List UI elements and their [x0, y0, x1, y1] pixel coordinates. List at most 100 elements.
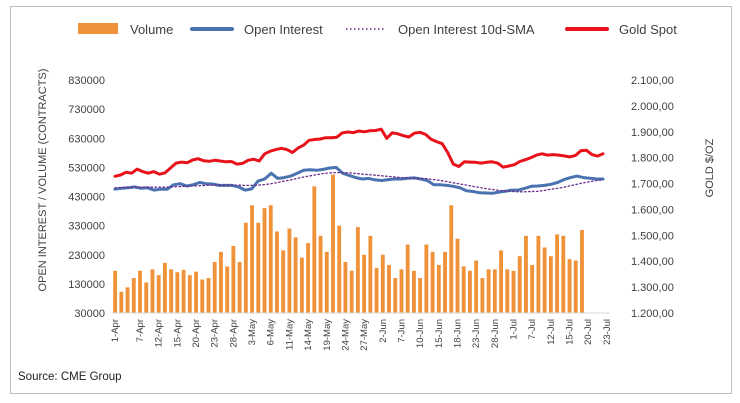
right-axis-title: GOLD $/OZ: [704, 138, 716, 197]
x-tick-label: 24-May: [340, 319, 351, 351]
volume-bar: [374, 267, 379, 313]
right-tick-label: 1.700,00: [631, 179, 674, 191]
volume-bar: [194, 271, 198, 313]
volume-bar: [492, 269, 497, 313]
right-tick-label: 1.200,00: [631, 308, 674, 320]
volume-bars: [113, 174, 584, 313]
x-tick-label: 15-Jul: [565, 319, 576, 345]
volume-bar: [380, 254, 385, 313]
left-tick-label: 630000: [68, 133, 105, 145]
volume-bar: [430, 251, 435, 313]
left-tick-label: 830000: [68, 75, 105, 87]
volume-bar: [175, 272, 180, 313]
volume-bar: [449, 205, 454, 313]
x-axis-ticks: 1-Apr 7-Apr 12-Apr 15-Apr 20-Apr 23-Apr 28-Apr…: [110, 319, 613, 351]
volume-bar: [324, 251, 329, 313]
x-tick-label: 27-May: [359, 319, 370, 351]
volume-bar: [418, 278, 423, 313]
x-tick-label: 28-Jun: [490, 319, 501, 348]
volume-bar: [505, 269, 510, 313]
volume-bar: [474, 260, 479, 313]
x-tick-label: 20-Apr: [191, 319, 202, 348]
x-tick-label: 15-Jun: [434, 319, 445, 348]
left-tick-label: 530000: [68, 162, 105, 174]
volume-bar: [443, 251, 447, 313]
volume-bar: [162, 262, 167, 313]
x-tick-label: 12-Apr: [154, 319, 165, 348]
source-note: Source: CME Group: [18, 371, 122, 383]
volume-bar: [362, 254, 367, 313]
volume-bar: [318, 235, 323, 313]
volume-bar: [312, 186, 317, 313]
volume-bar: [268, 205, 273, 313]
volume-bar: [243, 222, 248, 313]
volume-bar: [355, 227, 360, 313]
x-tick-label: 23-Jul: [602, 319, 613, 345]
volume-bar: [349, 270, 354, 313]
left-axis-ticks: 830000 730000 630000 530000 430000 330000 2300…: [68, 75, 105, 320]
right-tick-label: 1.600,00: [631, 204, 674, 216]
x-tick-label: 1-Jul: [509, 319, 520, 340]
volume-bar: [511, 270, 516, 313]
legend-label: Open Interest: [244, 22, 323, 37]
volume-bar: [399, 269, 404, 313]
volume-bar: [231, 246, 236, 313]
right-tick-label: 2.000,00: [631, 101, 674, 113]
left-tick-label: 130000: [68, 279, 105, 291]
open-interest-line: [113, 165, 605, 195]
volume-bar: [181, 269, 186, 313]
x-tick-label: 1-Apr: [110, 319, 121, 342]
x-tick-label: 7-Apr: [135, 319, 146, 342]
volume-bar: [411, 270, 416, 313]
volume-bar: [299, 257, 304, 313]
volume-bar: [567, 259, 572, 313]
x-tick-label: 15-Apr: [172, 319, 183, 348]
left-tick-label: 230000: [68, 250, 105, 262]
right-tick-label: 1.800,00: [631, 153, 674, 165]
volume-bar: [219, 251, 223, 313]
left-tick-label: 30000: [74, 308, 105, 320]
volume-bar: [237, 262, 242, 313]
x-tick-label: 18-Jun: [452, 319, 463, 348]
volume-bar: [262, 208, 267, 313]
volume-bar: [468, 270, 472, 313]
volume-bar: [343, 262, 348, 313]
volume-bar: [455, 238, 460, 313]
volume-bar: [275, 231, 279, 313]
x-tick-label: 20-Jul: [583, 319, 594, 345]
volume-bar: [156, 275, 161, 313]
volume-bar: [113, 270, 118, 313]
right-tick-label: 1.500,00: [631, 230, 674, 242]
left-tick-label: 430000: [68, 192, 105, 204]
x-tick-label: 7-Jul: [527, 319, 538, 340]
legend-swatch-volume: [78, 23, 118, 34]
volume-bar: [331, 174, 335, 313]
legend: Volume Open Interest Open Interest 10d-SMA…: [78, 22, 677, 37]
left-tick-label: 330000: [68, 221, 105, 233]
volume-bar: [119, 291, 124, 313]
legend-label: Volume: [130, 22, 173, 37]
volume-bar: [125, 287, 130, 313]
volume-bar: [150, 269, 155, 313]
volume-bar: [424, 244, 429, 313]
volume-bar: [306, 243, 311, 313]
volume-bar: [256, 222, 261, 313]
volume-bar: [536, 235, 541, 313]
volume-bar: [206, 278, 211, 313]
x-tick-label: 3-May: [247, 319, 258, 346]
right-tick-label: 1.400,00: [631, 256, 674, 268]
volume-bar: [144, 282, 149, 313]
x-tick-label: 23-Apr: [210, 319, 221, 348]
volume-bar: [530, 264, 535, 313]
left-axis-title: OPEN INTEREST / VOLUME (CONTRACTS): [37, 69, 49, 292]
chart-frame: [10, 6, 732, 394]
volume-bar: [187, 275, 192, 313]
volume-bar: [524, 235, 528, 313]
volume-bar: [405, 244, 410, 313]
x-tick-label: 11-May: [284, 319, 295, 350]
volume-bar: [561, 235, 566, 313]
volume-bar: [436, 264, 441, 313]
x-tick-label: 12-Jul: [546, 319, 557, 345]
volume-bar: [169, 269, 174, 313]
volume-bar: [368, 235, 373, 313]
